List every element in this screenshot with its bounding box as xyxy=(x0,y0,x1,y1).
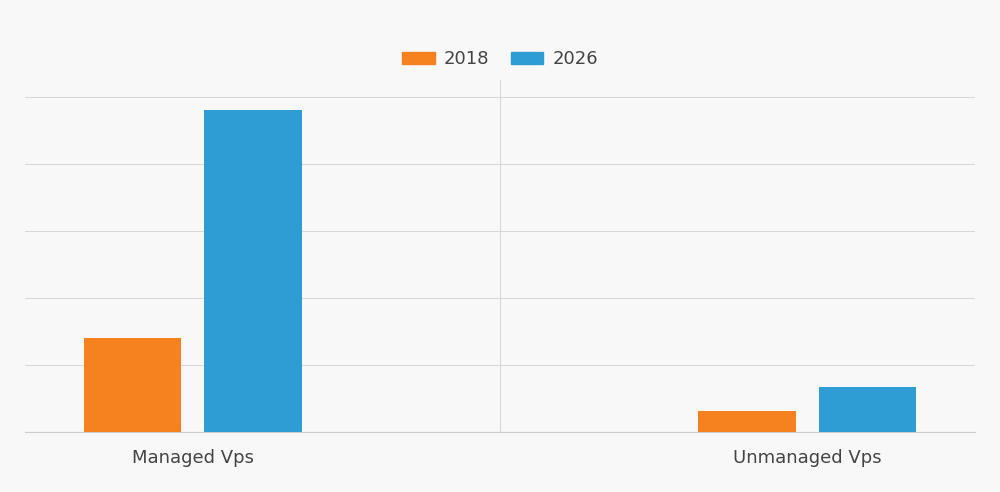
Bar xyxy=(204,110,302,432)
Bar xyxy=(698,411,796,432)
Bar xyxy=(819,387,916,432)
Bar xyxy=(84,338,181,432)
Legend: 2018, 2026: 2018, 2026 xyxy=(395,43,605,75)
